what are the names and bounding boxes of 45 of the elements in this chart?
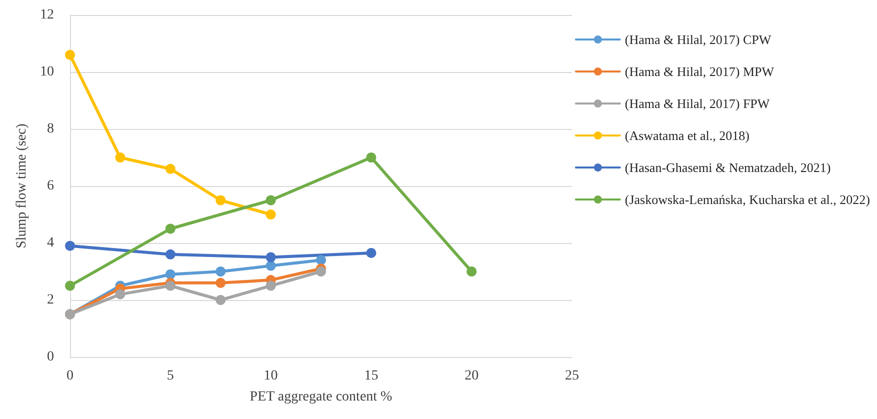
x-tick-label: 5 (166, 368, 174, 384)
point (165, 164, 176, 174)
point (216, 195, 226, 206)
point (65, 50, 75, 60)
y-tick-label: 0 (47, 350, 54, 364)
y-tick-label: 6 (47, 178, 54, 194)
point (216, 295, 226, 305)
point (65, 280, 75, 291)
point (216, 278, 226, 288)
legend-label: (Hasan-Ghasemi & Nematzadeh, 2021) (624, 160, 831, 175)
x-tick-label: 10 (264, 368, 278, 384)
point (216, 266, 226, 276)
point (65, 240, 75, 251)
y-tick-label: 2 (47, 292, 54, 308)
point (266, 280, 276, 291)
x-tick-label: 15 (364, 368, 378, 384)
point (266, 195, 276, 206)
legend-label: (Hama & Hilal, 2017) MPW (624, 64, 775, 79)
x-tick-label: 0 (66, 368, 74, 384)
y-tick-label: 10 (40, 64, 54, 80)
legend-label: (Aswatama et al., 2018) (624, 128, 750, 143)
point (115, 289, 126, 300)
point (316, 255, 326, 266)
y-tick-label: 4 (47, 236, 54, 250)
point (165, 280, 176, 291)
legend-label: (Hama & Hilal, 2017) FPW (624, 96, 770, 111)
point (366, 248, 376, 258)
point (165, 269, 176, 280)
x-tick-label: 25 (565, 368, 579, 384)
point (115, 152, 126, 162)
point (165, 224, 176, 234)
point (266, 260, 276, 271)
point (266, 252, 276, 262)
point (165, 249, 176, 260)
point (316, 266, 326, 276)
legend-label: (Hama & Hilal, 2017) CPW (624, 32, 772, 47)
x-tick-label: 20 (464, 368, 479, 384)
y-tick-label: 8 (47, 122, 54, 136)
point (366, 152, 376, 162)
x-axis-title: PET aggregate content % (250, 390, 393, 404)
y-tick-label: 12 (40, 8, 54, 22)
point (466, 266, 477, 276)
point (266, 210, 276, 220)
y-axis-title: Slump flow time (sec) (14, 123, 30, 248)
legend-label: (Jaskowska-Lemańska, Kucharska et al., 2022) (624, 192, 870, 207)
